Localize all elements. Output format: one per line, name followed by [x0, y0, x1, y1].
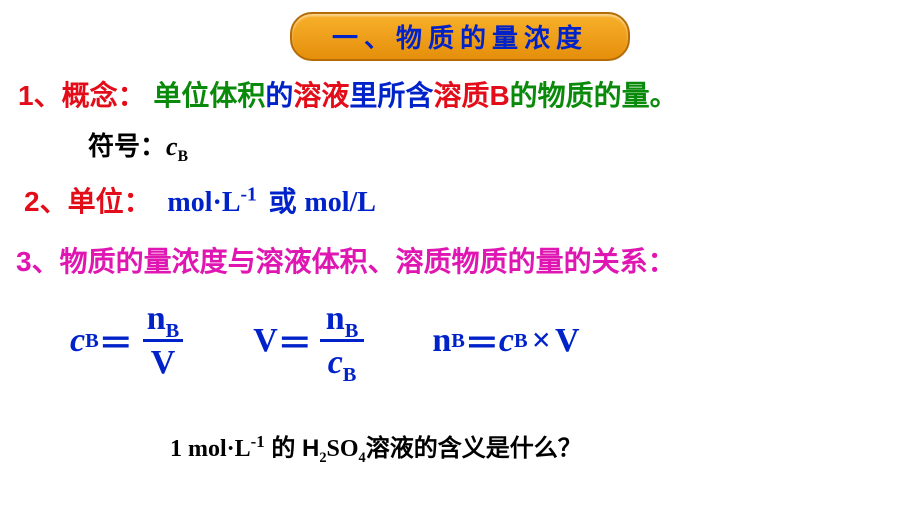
- f2-num-n: n: [326, 300, 345, 337]
- t-solute-b: 溶质B: [433, 80, 509, 111]
- f3-n: n: [432, 322, 451, 360]
- q-t3: SO: [327, 436, 359, 462]
- f3-eq: ＝: [465, 316, 499, 365]
- t-solution: 溶液: [293, 80, 349, 111]
- t-de: 的: [265, 80, 293, 111]
- symbol-c: c: [166, 132, 178, 161]
- formula-2: V ＝ nB cB: [253, 300, 372, 382]
- f2-den: cB: [320, 339, 365, 381]
- t-unit-volume: 单位体积: [153, 80, 265, 111]
- item-number-3: 3、: [16, 246, 60, 277]
- f2-eq: ＝: [278, 316, 312, 365]
- t-contain: 里所含: [349, 80, 433, 111]
- f2-num: nB: [318, 300, 367, 339]
- f3-c: c: [499, 322, 514, 360]
- unit-2: mol/L: [304, 187, 376, 218]
- f1-den: V: [143, 339, 184, 381]
- unit-line: 2、单位： mol·L-1 或 mol/L: [24, 180, 376, 220]
- unit-label: 单位：: [68, 186, 152, 217]
- formula-3: nB ＝ cB × V: [432, 316, 579, 365]
- formulas-row: cB ＝ nB V V ＝ nB cB nB ＝ cB × V: [70, 300, 580, 382]
- f1-num: nB: [139, 300, 188, 339]
- f3-v: V: [555, 322, 580, 360]
- question-line: 1 mol·L-1 的 H2SO4溶液的含义是什么？: [170, 428, 582, 463]
- q-sup: -1: [251, 432, 265, 451]
- f2-den-sub: B: [343, 364, 357, 386]
- q-t2a: 的 H: [265, 435, 320, 462]
- formula-1: cB ＝ nB V: [70, 300, 193, 382]
- unit-1-sup: -1: [241, 185, 257, 206]
- symbol-line: 符号：cB: [88, 126, 188, 163]
- symbol-label: 符号：: [88, 131, 166, 161]
- q-t2: 的 H2SO4: [265, 435, 366, 462]
- unit-1: mol·L-1: [167, 187, 256, 218]
- relation-text: 物质的量浓度与溶液体积、溶质物质的量的关系：: [60, 246, 676, 277]
- q-t4: 溶液的含义是什么？: [366, 435, 582, 462]
- section-title-banner: 一、物质的量浓度: [290, 12, 630, 61]
- f3-times: ×: [532, 322, 551, 360]
- q-t1: 1 mol·L: [170, 436, 251, 462]
- t-amount: 的物质的量。: [510, 80, 678, 111]
- relation-line: 3、物质的量浓度与溶液体积、溶质物质的量的关系：: [16, 240, 676, 280]
- f2-fraction: nB cB: [318, 300, 367, 382]
- banner-text: 一、物质的量浓度: [332, 23, 588, 53]
- q-sub4: 4: [359, 450, 366, 466]
- f1-eq: ＝: [99, 316, 133, 365]
- unit-1-text: mol·L: [167, 187, 240, 218]
- unit-or: 或: [269, 186, 305, 217]
- f2-den-c: c: [328, 344, 343, 381]
- f1-c: c: [70, 322, 85, 360]
- f1-fraction: nB V: [139, 300, 188, 382]
- f1-num-n: n: [147, 300, 166, 337]
- f2-v: V: [253, 322, 278, 360]
- q-sub2: 2: [319, 450, 326, 466]
- symbol-sub: B: [178, 148, 188, 165]
- item-number-2: 2、: [24, 186, 68, 217]
- concept-line: 1、概念： 单位体积的溶液里所含溶质B的物质的量。: [18, 74, 678, 114]
- concept-label: 概念：: [62, 80, 146, 111]
- item-number-1: 1、: [18, 80, 62, 111]
